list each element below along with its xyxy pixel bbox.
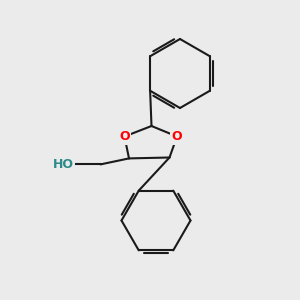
Text: O: O xyxy=(172,130,182,143)
Text: O: O xyxy=(119,130,130,143)
Text: HO: HO xyxy=(52,158,74,171)
